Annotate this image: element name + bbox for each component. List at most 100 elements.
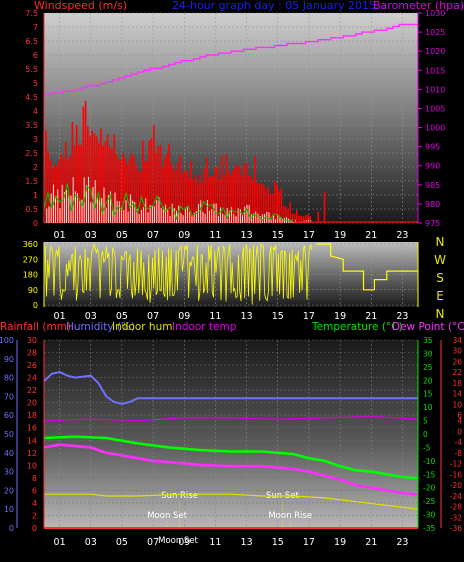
top-lines — [43, 23, 418, 223]
bottom-xtick-19: 19 — [334, 537, 346, 548]
temperature-tick-25: 25 — [423, 363, 433, 372]
direction-tick-180: 180 — [23, 271, 38, 280]
dew-point-tick-4: 4 — [457, 417, 462, 426]
bottom-plot-area — [44, 340, 418, 528]
windspeed-tick-3: 3 — [33, 135, 38, 144]
barometer-line — [44, 23, 418, 96]
barometer-tick-1010: 1010 — [425, 85, 445, 94]
temperature-tick-15: 15 — [423, 390, 433, 399]
bottom-xtick-17: 17 — [303, 537, 315, 548]
barometer-tick-1020: 1020 — [425, 47, 445, 56]
middle-xtick-09: 09 — [178, 311, 190, 322]
rainfall-tick-22: 22 — [27, 386, 37, 395]
humidity-tick-50: 50 — [4, 430, 14, 439]
temperature-tick--10: -10 — [423, 457, 435, 466]
bottom-xtick-13: 13 — [241, 537, 253, 548]
temperature-line — [43, 435, 419, 480]
windspeed-tick-4: 4 — [33, 107, 38, 116]
top-wind-bars — [45, 100, 326, 223]
windspeed-tick-0: 0 — [33, 219, 38, 228]
humidity-tick-90: 90 — [4, 355, 14, 364]
rainfall-tick-20: 20 — [27, 399, 37, 408]
dew-point-tick-10: 10 — [452, 400, 462, 409]
indoor-temp-label: Indoor temp — [172, 321, 237, 333]
middle-lines — [43, 242, 418, 305]
rainfall-tick-10: 10 — [27, 461, 37, 470]
windspeed-tick-3.5: 3.5 — [25, 121, 38, 130]
windspeed-tick-1.5: 1.5 — [25, 177, 38, 186]
dew-point-tick--32: -32 — [450, 513, 462, 522]
compass-label-n: N — [436, 235, 445, 249]
top-xtick-11: 11 — [209, 230, 221, 241]
dew-point-tick-26: 26 — [452, 357, 462, 366]
top-xtick-23: 23 — [396, 230, 408, 241]
humidity-tick-70: 70 — [4, 392, 14, 401]
humidity-tick-0: 0 — [9, 524, 14, 533]
bottom-xtick-15: 15 — [272, 537, 284, 548]
dew-point-tick-34: 34 — [452, 336, 462, 345]
bottom-xtick-03: 03 — [85, 537, 97, 548]
rainfall-tick-26: 26 — [27, 361, 37, 370]
humidity-tick-60: 60 — [4, 411, 14, 420]
windspeed-tick-0.5: 0.5 — [25, 205, 38, 214]
bottom-xtick-09: 09 — [178, 537, 190, 548]
dew-point-tick--8: -8 — [455, 449, 463, 458]
rainfall-tick-24: 24 — [27, 374, 37, 383]
windspeed-tick-2: 2 — [33, 163, 38, 172]
indoor-hum-label: Indoor hum — [112, 321, 172, 333]
barometer-tick-990: 990 — [425, 162, 440, 171]
wind-barometer-panel: 01 03 05 07 09 11 13 15 17 19 21 23 0 0.5 1 1.5 2 2.5 3 3.5… — [25, 0, 464, 241]
barometer-tick-1000: 1000 — [425, 124, 445, 133]
bottom-axes: 01 03 05 07 09 11 13 15 17 19 21 230102030405060708… — [0, 336, 462, 548]
dew-point-tick-22: 22 — [452, 368, 462, 377]
windspeed-tick-1: 1 — [33, 191, 38, 200]
top-xtick-17: 17 — [303, 230, 315, 241]
rainfall-tick-6: 6 — [32, 486, 37, 495]
direction-tick-360: 360 — [23, 240, 38, 249]
dew-point-tick-0: 0 — [457, 427, 462, 436]
middle-xtick-19: 19 — [334, 311, 346, 322]
top-xtick-13: 13 — [241, 230, 253, 241]
rainfall-tick-4: 4 — [32, 499, 37, 508]
temperature-tick--35: -35 — [423, 524, 435, 533]
windspeed-tick-4.5: 4.5 — [25, 93, 38, 102]
windspeed-axis-title: Windspeed (m/s) — [34, 0, 127, 12]
indoor-hum-line — [44, 493, 419, 510]
barometer-tick-1025: 1025 — [425, 28, 445, 37]
top-axes: 01 03 05 07 09 11 13 15 17 19 21 23 0 0.5 1 1.5 2 2.5 3 3.5… — [25, 9, 445, 241]
bottom-xtick-11: 11 — [209, 537, 221, 548]
top-xtick-01: 01 — [54, 230, 66, 241]
event-label: Moon Rise — [268, 511, 312, 521]
compass-label-w: W — [434, 253, 446, 267]
bottom-xtick-23: 23 — [396, 537, 408, 548]
barometer-tick-995: 995 — [425, 143, 440, 152]
humidity-tick-10: 10 — [4, 505, 14, 514]
barometer-tick-1015: 1015 — [425, 66, 445, 75]
barometer-tick-985: 985 — [425, 181, 440, 190]
rainfall-tick-30: 30 — [27, 336, 37, 345]
barometer-tick-980: 980 — [425, 200, 440, 209]
temperature-axis-title: Temperature (°C) — [311, 321, 403, 333]
bottom-xtick-05: 05 — [116, 537, 128, 548]
humidity-tick-100: 100 — [0, 336, 14, 345]
temperature-tick-20: 20 — [423, 376, 433, 385]
dew-point-tick-18: 18 — [452, 379, 462, 388]
wind-direction-steps — [316, 243, 418, 291]
windspeed-tick-7: 7 — [33, 23, 38, 32]
dew-point-tick--16: -16 — [450, 470, 462, 479]
bottom-grid — [44, 339, 418, 529]
windspeed-tick-7.5: 7.5 — [25, 9, 38, 18]
dew-point-tick-6: 6 — [457, 411, 462, 420]
rainfall-tick-14: 14 — [27, 436, 37, 445]
middle-xtick-17: 17 — [303, 311, 315, 322]
temperature-tick-30: 30 — [423, 349, 433, 358]
average-wind-line — [43, 183, 294, 222]
event-label: Sun Rise — [161, 491, 198, 501]
event-label: Moon Set — [147, 511, 187, 521]
compass-label-s: S — [436, 271, 444, 285]
middle-axes: 01 03 05 07 09 11 13 15 17 19 21 23 0 90 180 270 360 — [23, 240, 419, 322]
temperature-tick--5: -5 — [423, 443, 431, 452]
indoor-temp-line — [43, 415, 419, 422]
